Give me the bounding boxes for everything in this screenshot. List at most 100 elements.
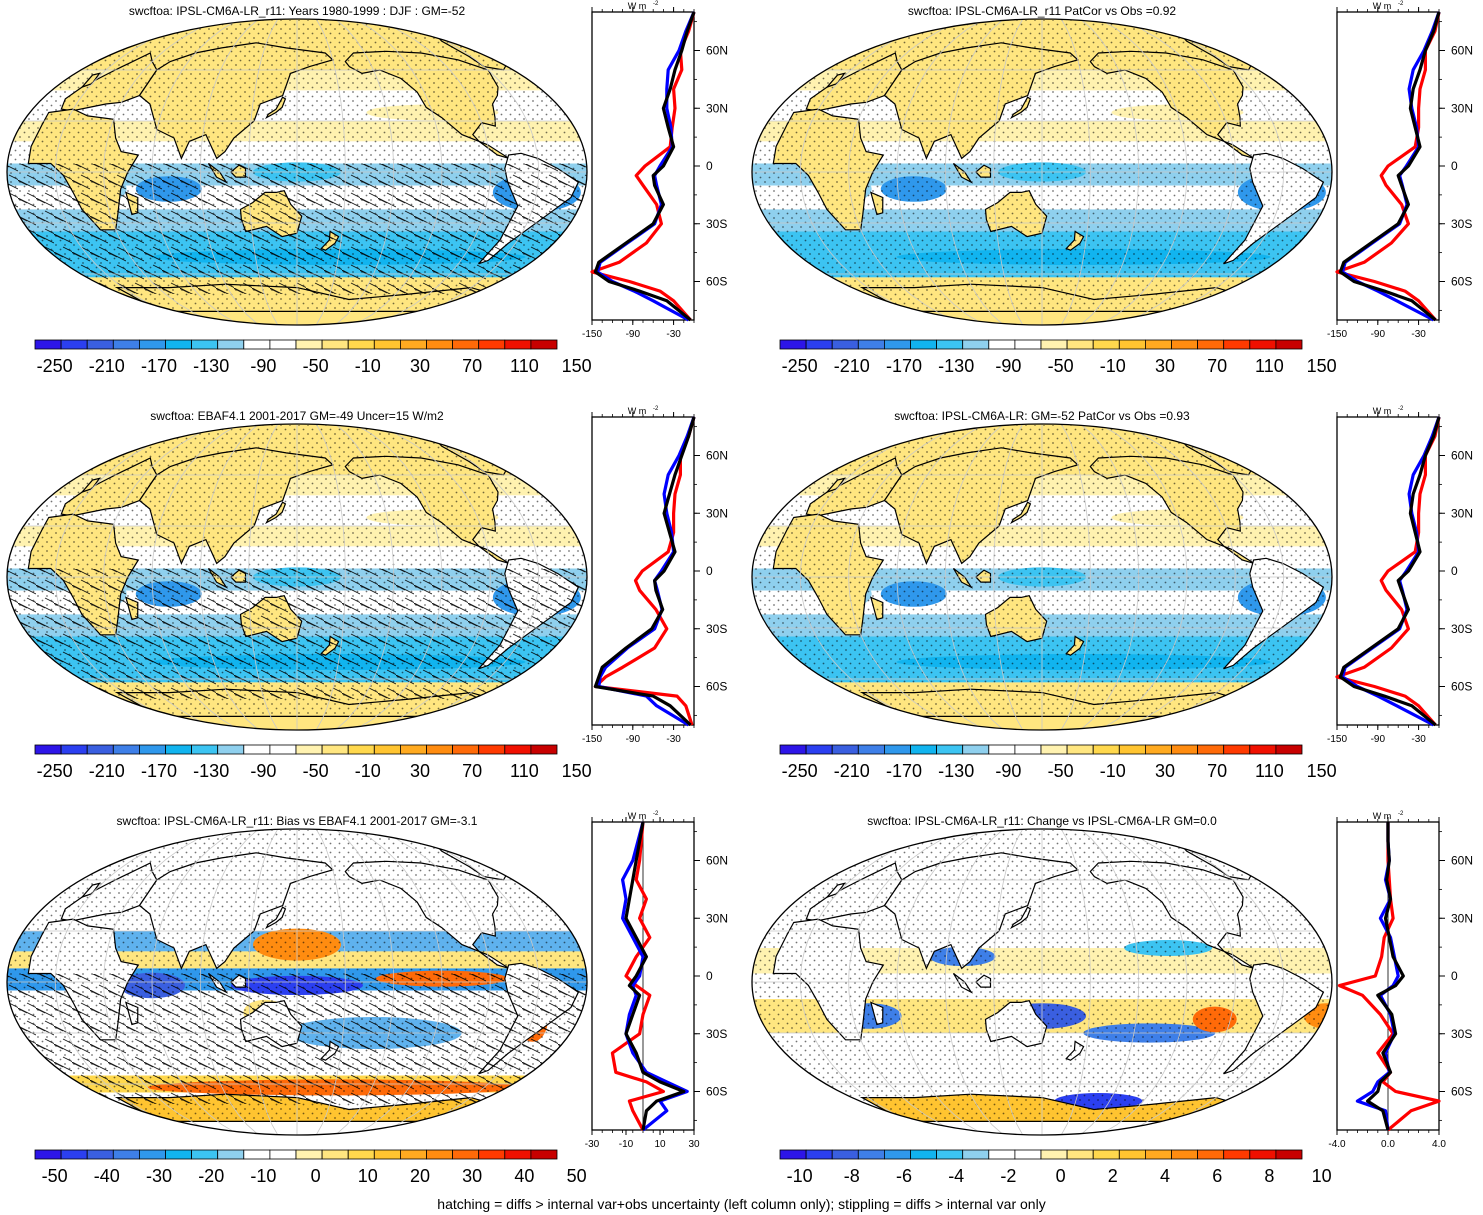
zonal-line-obs — [590, 11, 696, 322]
zonal-lat-label: 30S — [706, 622, 727, 636]
colorbar-swatch — [1118, 1149, 1146, 1160]
graticule-line — [1137, 424, 1285, 730]
zonal-lat-label: 0 — [706, 159, 713, 173]
map-coastline — [591, 919, 717, 1040]
colorbar-tick-label: 10 — [358, 1166, 378, 1186]
colorbar-swatch — [1118, 339, 1146, 350]
colorbar-swatch — [831, 1149, 859, 1160]
colorbar-swatch — [60, 339, 88, 350]
colorbar-swatch — [1092, 744, 1120, 755]
colorbar-swatch — [60, 744, 88, 755]
zonal-lat-label: 60N — [1451, 854, 1473, 868]
colorbar-swatch — [452, 1149, 480, 1160]
colorbar-swatch — [138, 339, 166, 350]
zonal-line-ensemble — [595, 11, 696, 322]
colorbar-swatch — [452, 339, 480, 350]
graticule-line — [54, 19, 202, 325]
graticule-line — [1080, 424, 1140, 730]
colorbar-swatch — [217, 744, 245, 755]
colorbar-swatch — [779, 339, 807, 350]
zonal-x-tick-label: 0.0 — [1381, 1139, 1395, 1150]
colorbar-swatch — [988, 744, 1016, 755]
map-field — [752, 424, 1462, 730]
zonal-line-model — [593, 11, 696, 322]
colorbar-tick-label: 70 — [462, 356, 482, 376]
colorbar-swatch — [910, 339, 938, 350]
zonal-lat-label: 60S — [1451, 680, 1472, 694]
zonal-units-label: W m — [628, 406, 647, 416]
map-field — [7, 829, 717, 1135]
colorbar-tick-label: 150 — [1307, 356, 1337, 376]
panel-bottom-left: swcftoa: IPSL-CM6A-LR_r11: Bias vs EBAF4… — [0, 810, 740, 1215]
map-coastline — [1336, 514, 1462, 635]
colorbar-tick-label: 40 — [514, 1166, 534, 1186]
zonal-lat-label: 60S — [706, 275, 727, 289]
zonal-lat-label: 60N — [1451, 449, 1473, 463]
colorbar-swatch — [883, 744, 911, 755]
zonal-lat-label: 30S — [706, 1027, 727, 1041]
colorbar-swatch — [962, 744, 990, 755]
zonal-units-exponent: -2 — [1398, 406, 1404, 412]
zonal-line-obs — [1337, 822, 1441, 1132]
colorbar-swatch — [1171, 1149, 1199, 1160]
colorbar-swatch — [504, 744, 532, 755]
colorbar-swatch — [373, 744, 401, 755]
colorbar-tick-label: -20 — [198, 1166, 224, 1186]
colorbar-swatch — [831, 744, 859, 755]
colorbar-swatch — [962, 1149, 990, 1160]
graticule-line — [1099, 19, 1188, 325]
colorbar-swatch — [1275, 1149, 1303, 1160]
colorbar-swatch — [399, 1149, 427, 1160]
colorbar-swatch — [86, 1149, 114, 1160]
zonal-lat-label: 30N — [706, 101, 728, 115]
graticule-line — [373, 19, 491, 325]
colorbar-tick-label: -2 — [1000, 1166, 1016, 1186]
zonal-lat-label: 30S — [706, 217, 727, 231]
colorbar-tick-label: -30 — [146, 1166, 172, 1186]
zonal-lat-label: 60N — [706, 854, 728, 868]
colorbar-tick-label: 70 — [1207, 356, 1227, 376]
colorbar-swatch — [112, 1149, 140, 1160]
stippling — [752, 830, 1332, 1120]
colorbar-swatch — [347, 744, 375, 755]
colorbar-tick-label: -170 — [141, 761, 177, 781]
panel-top-right: swcftoa: IPSL-CM6A-LR_r11 PatCor vs Obs … — [745, 0, 1483, 405]
colorbar-swatch — [478, 744, 506, 755]
colorbar-swatch — [1014, 339, 1042, 350]
graticule-line — [354, 19, 443, 325]
colorbar-tick-label: -210 — [89, 356, 125, 376]
graticule-line — [1060, 19, 1091, 325]
zonal-lat-label: 60S — [706, 1085, 727, 1099]
colorbar-tick-label: 0 — [311, 1166, 321, 1186]
zonal-lat-label: 0 — [1451, 159, 1458, 173]
colorbar-tick-label: -170 — [886, 761, 922, 781]
colorbar-tick-label: -250 — [37, 761, 73, 781]
colorbar-swatch — [857, 1149, 885, 1160]
colorbar-swatch — [530, 744, 558, 755]
zonal-units-label: W m — [1373, 811, 1392, 821]
zonal-x-tick-label: -90 — [1371, 734, 1386, 745]
colorbar-tick-label: 30 — [1155, 761, 1175, 781]
colorbar-swatch — [191, 744, 219, 755]
colorbar-swatch — [1197, 1149, 1225, 1160]
zonal-lat-label: 60S — [1451, 275, 1472, 289]
map-coastline — [1336, 109, 1462, 230]
map-border — [751, 423, 1333, 731]
map-border — [6, 18, 588, 326]
colorbar-tick-label: 20 — [410, 1166, 430, 1186]
colorbar-swatch — [321, 1149, 349, 1160]
graticule-line — [151, 829, 240, 1135]
colorbar-swatch — [86, 339, 114, 350]
graticule-line — [896, 19, 985, 325]
colorbar-swatch — [191, 339, 219, 350]
colorbar-swatch — [112, 744, 140, 755]
graticule-line — [315, 829, 346, 1135]
graticule-line — [993, 424, 1024, 730]
colorbar-tick-label: 50 — [567, 1166, 587, 1186]
colorbar-tick-label: -50 — [42, 1166, 68, 1186]
colorbar-swatch — [373, 339, 401, 350]
graticule-line — [103, 19, 221, 325]
colorbar-swatch — [988, 1149, 1016, 1160]
graticule-line — [103, 829, 221, 1135]
graticule-line — [1137, 829, 1285, 1135]
